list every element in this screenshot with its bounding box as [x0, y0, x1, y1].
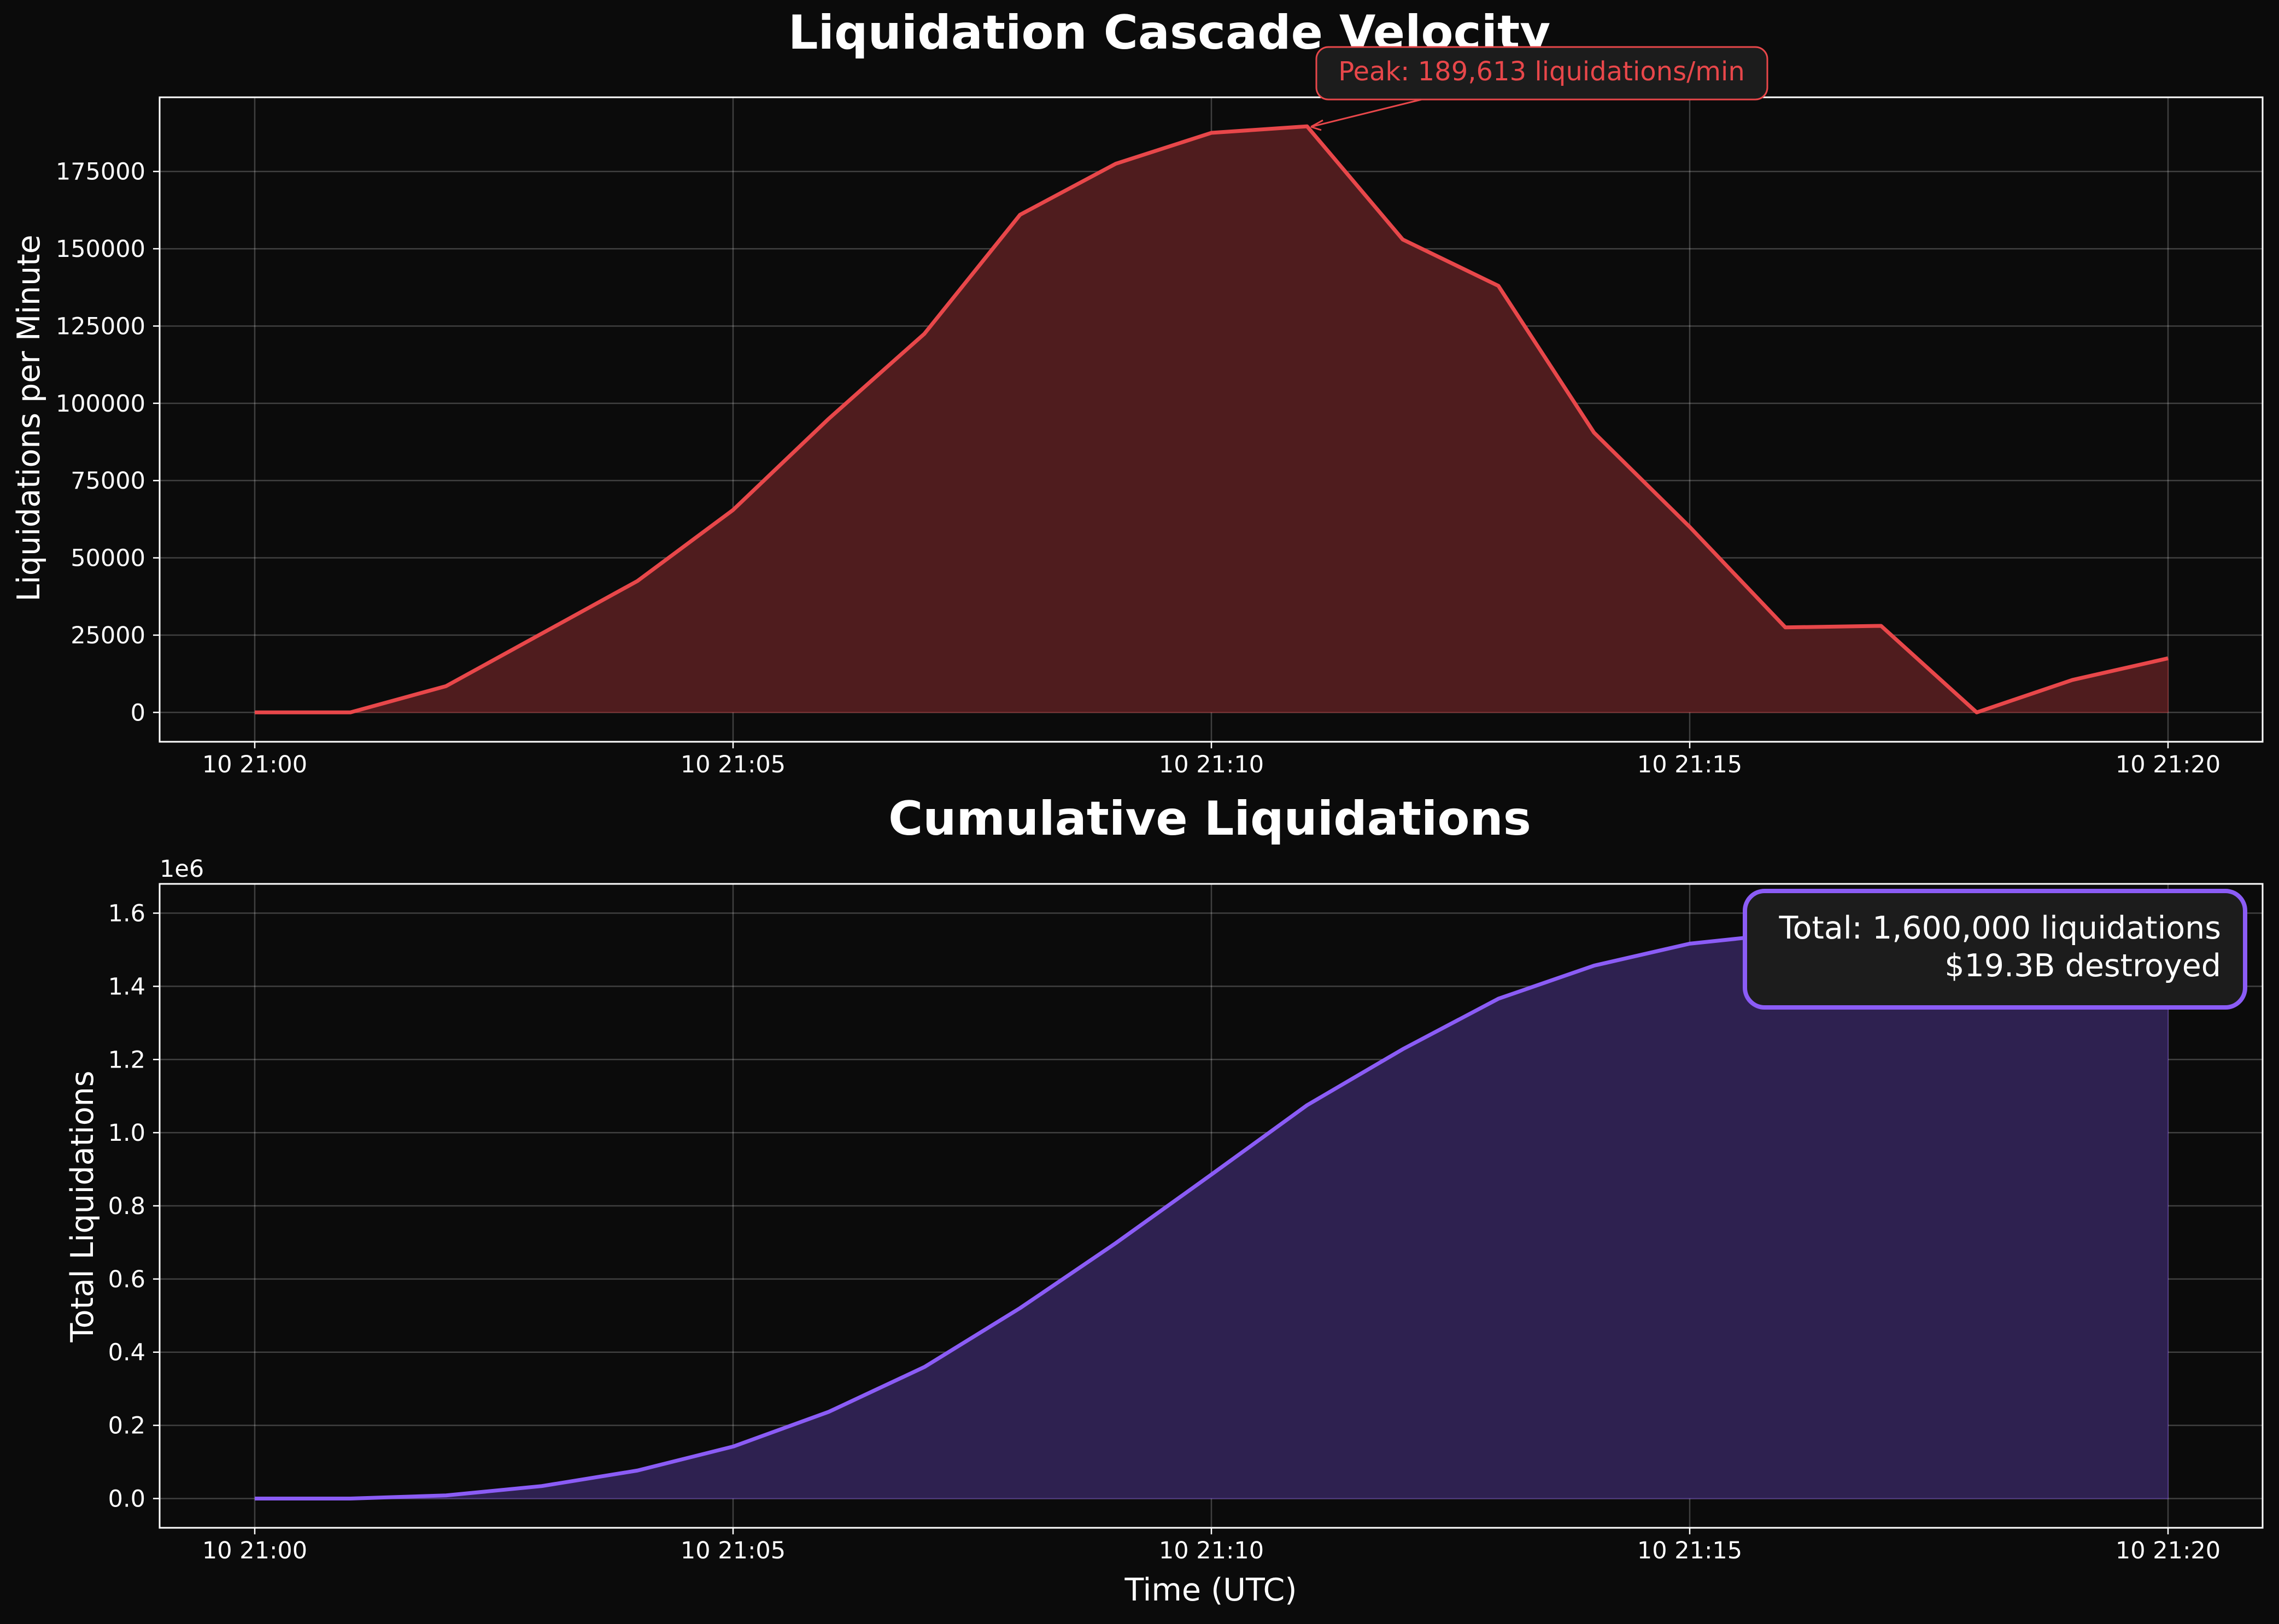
annotation-line-1: Total: 1,600,000 liquidations	[1779, 910, 2221, 946]
y-tick-label: 125000	[56, 313, 145, 340]
series-line	[255, 124, 2169, 714]
x-tick-label: 10 21:05	[681, 751, 786, 778]
y-tick-label: 150000	[56, 236, 145, 263]
y-tick-label: 1.6	[108, 900, 145, 928]
y-tick-label: 75000	[71, 467, 145, 495]
y-tick-label: 25000	[71, 622, 145, 649]
series-area	[255, 124, 2169, 714]
x-tick-label: 10 21:10	[1159, 1537, 1264, 1564]
y-axis-label: Liquidations per Minute	[11, 234, 47, 601]
annotation-arrow	[1310, 95, 1436, 128]
x-axis-label: Time (UTC)	[1124, 1572, 1297, 1608]
total-annotation: Total: 1,600,000 liquidations $19.3B des…	[1743, 889, 2247, 1010]
x-tick-label: 10 21:20	[2116, 1537, 2221, 1564]
x-tick-label: 10 21:00	[202, 1537, 307, 1564]
x-tick-label: 10 21:20	[2116, 751, 2221, 778]
y-axis-label: Total Liquidations	[65, 1071, 101, 1343]
y-tick-label: 1.2	[108, 1046, 145, 1074]
y-tick-label: 0.2	[108, 1412, 145, 1440]
cumulative-chart: Cumulative Liquidations Total Liquidatio…	[65, 792, 2264, 1608]
y-tick-label: 0	[131, 699, 145, 726]
annotation-box	[1315, 46, 1768, 101]
y-tick-label: 0.8	[108, 1193, 145, 1220]
arrowhead-icon	[1310, 119, 1323, 131]
x-tick-label: 10 21:00	[202, 751, 307, 778]
y-tick-label: 1.4	[108, 973, 145, 1000]
y-tick-label: 0.6	[108, 1266, 145, 1293]
tick-labels: 10 21:00 10 21:05 10 21:10 10 21:15 10 21:20…	[56, 159, 2221, 778]
y-tick-label: 50000	[71, 545, 145, 572]
tick-labels: 10 21:00 10 21:05 10 21:10 10 21:15 10 21:20…	[108, 900, 2221, 1564]
chart-title: Cumulative Liquidations	[888, 792, 1531, 846]
x-tick-label: 10 21:15	[1637, 751, 1742, 778]
velocity-chart: Liquidation Cascade Velocity Liquidation…	[11, 5, 2264, 778]
x-tick-label: 10 21:05	[681, 1537, 786, 1564]
annotation-line-2: $19.3B destroyed	[1944, 948, 2221, 984]
x-tick-label: 10 21:10	[1159, 751, 1264, 778]
y-tick-label: 0.4	[108, 1339, 145, 1367]
y-offset-label: 1e6	[160, 855, 204, 883]
annotation-box	[1743, 889, 2247, 1010]
y-tick-label: 175000	[56, 159, 145, 186]
y-tick-label: 100000	[56, 390, 145, 418]
x-tick-label: 10 21:15	[1637, 1537, 1742, 1564]
peak-annotation: Peak: 189,613 liquidations/min	[1310, 46, 1768, 131]
y-tick-label: 0.0	[108, 1485, 145, 1512]
y-tick-label: 1.0	[108, 1119, 145, 1147]
peak-annotation-text: Peak: 189,613 liquidations/min	[1338, 56, 1745, 87]
